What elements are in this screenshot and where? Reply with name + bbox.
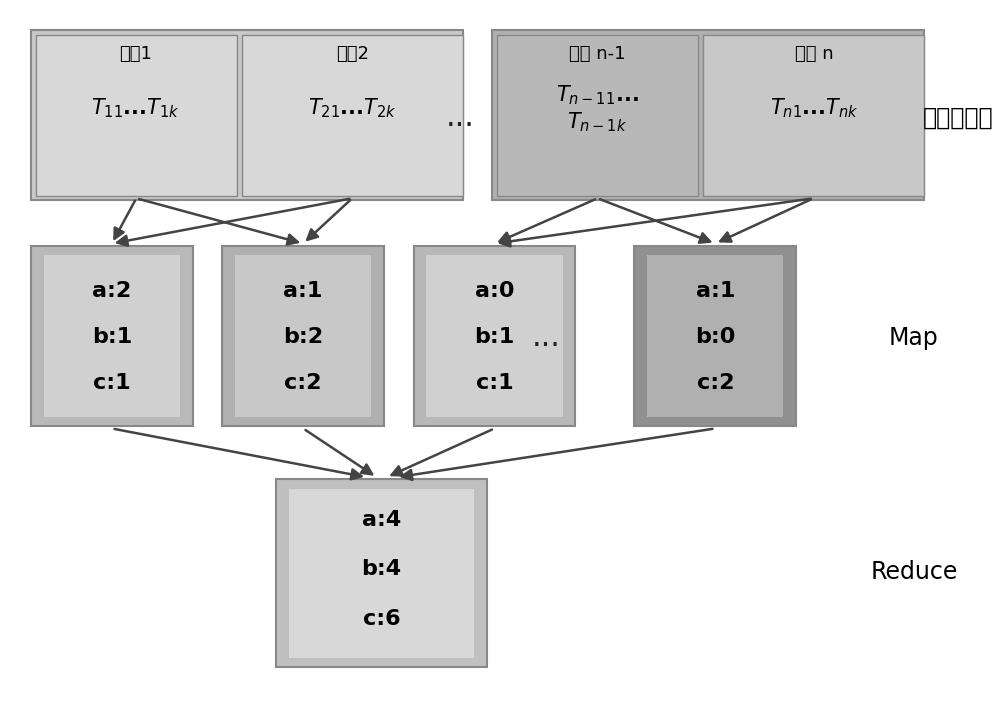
Text: b:4: b:4 (362, 559, 402, 579)
Text: Reduce: Reduce (870, 560, 958, 584)
Text: 分组2: 分组2 (336, 46, 369, 63)
Text: b:2: b:2 (283, 327, 323, 347)
Text: $T_{21}$...$T_{2k}$: $T_{21}$...$T_{2k}$ (308, 97, 397, 120)
Text: c:6: c:6 (363, 609, 400, 629)
Bar (31, 246, 193, 427)
Bar (492, 30, 924, 200)
Bar (276, 479, 487, 667)
Text: b:1: b:1 (92, 327, 132, 347)
Bar (634, 246, 796, 427)
Text: b:0: b:0 (695, 327, 735, 347)
Text: 分组 n: 分组 n (795, 46, 833, 63)
Text: c:1: c:1 (93, 373, 131, 393)
Bar (414, 246, 575, 427)
Text: Map: Map (889, 326, 939, 350)
Bar (44, 255, 180, 417)
Text: $T_{n-11}$...
$T_{n-1k}$: $T_{n-11}$... $T_{n-1k}$ (556, 83, 638, 134)
Text: c:2: c:2 (284, 373, 322, 393)
Bar (31, 30, 463, 200)
Text: 原始数据集: 原始数据集 (923, 105, 993, 129)
Text: a:1: a:1 (696, 281, 735, 301)
Text: 分组1: 分组1 (119, 46, 152, 63)
Text: ...: ... (446, 103, 475, 132)
Bar (703, 35, 924, 196)
Text: a:0: a:0 (475, 281, 514, 301)
Text: $T_{n1}$...$T_{nk}$: $T_{n1}$...$T_{nk}$ (770, 97, 858, 120)
Bar (36, 35, 237, 196)
Text: c:1: c:1 (476, 373, 513, 393)
Bar (242, 35, 463, 196)
Bar (497, 35, 698, 196)
Bar (647, 255, 783, 417)
Text: $T_{11}$...$T_{1k}$: $T_{11}$...$T_{1k}$ (91, 97, 180, 120)
Text: a:1: a:1 (283, 281, 323, 301)
Text: c:2: c:2 (697, 373, 734, 393)
Bar (426, 255, 563, 417)
Bar (222, 246, 384, 427)
Text: a:2: a:2 (92, 281, 131, 301)
Bar (235, 255, 371, 417)
Bar (289, 488, 474, 658)
Text: ...: ... (532, 324, 560, 352)
Text: 分组 n-1: 分组 n-1 (569, 46, 625, 63)
Text: a:4: a:4 (362, 510, 401, 530)
Text: b:1: b:1 (474, 327, 515, 347)
